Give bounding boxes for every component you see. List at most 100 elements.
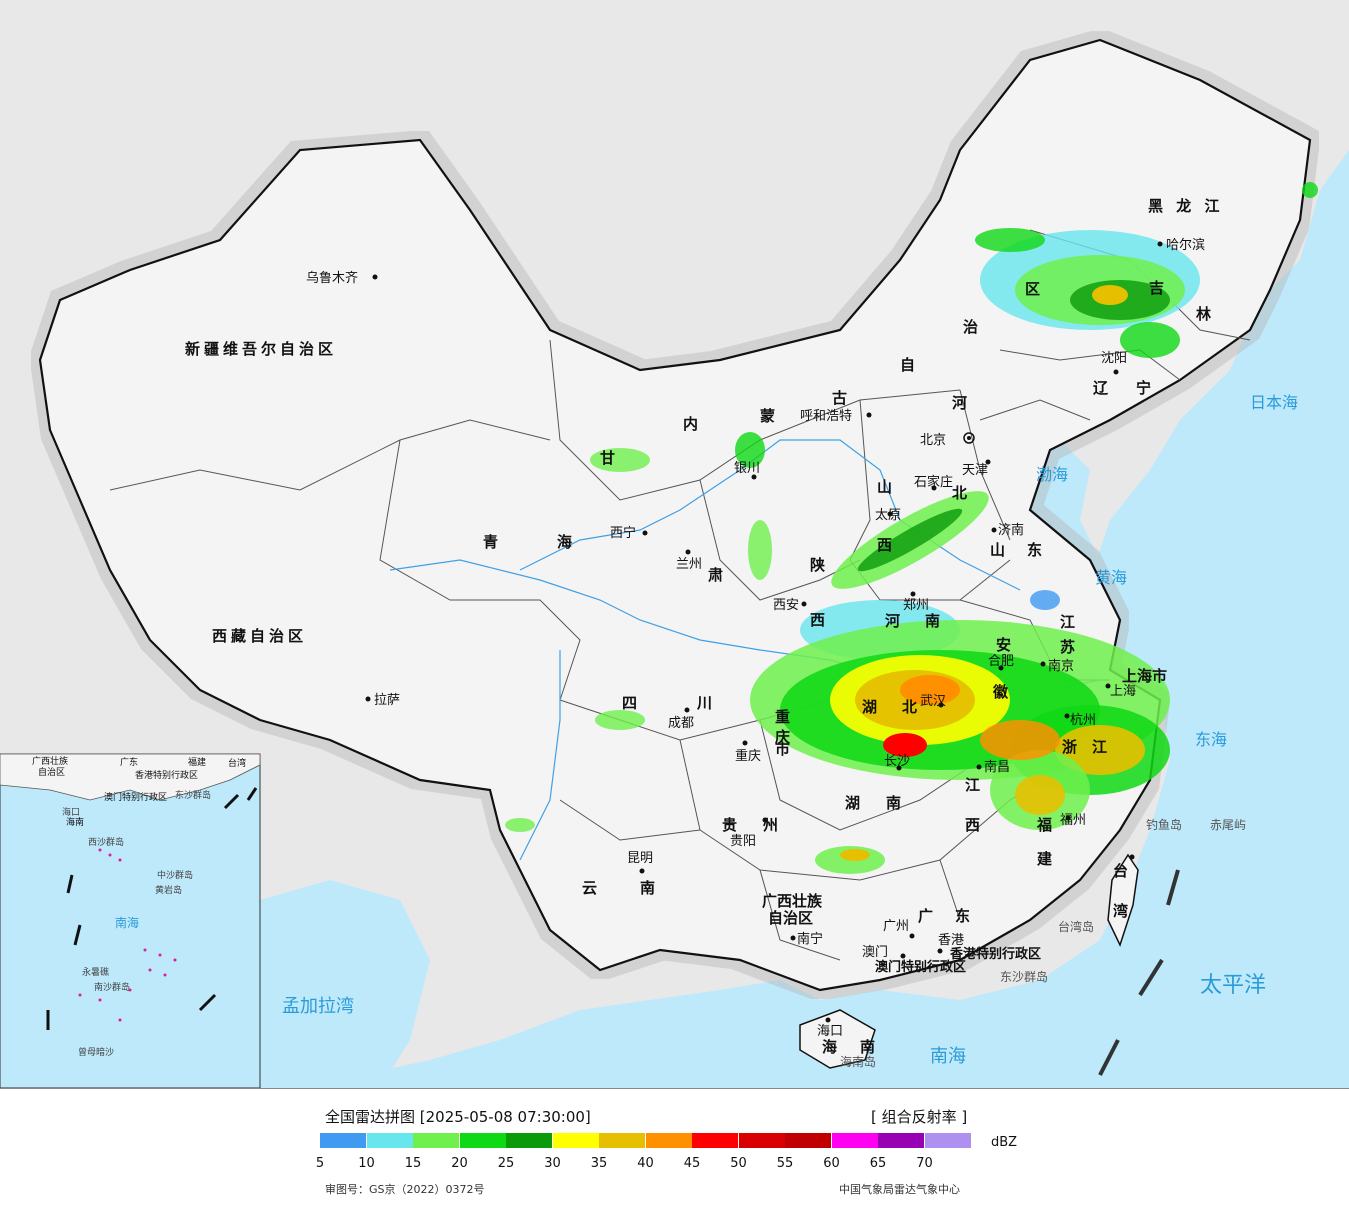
city-labels: 乌鲁木齐 哈尔滨 沈阳 呼和浩特 北京 天津 石家庄 太原 济南 西宁 兰州 银… bbox=[306, 237, 1205, 1039]
radar-map[interactable]: 日本海 渤海 黄海 东海 太平洋 南海 孟加拉湾 钓鱼岛 赤尾屿 台湾岛 东沙群… bbox=[0, 0, 1349, 1089]
svg-text:上海: 上海 bbox=[1110, 684, 1136, 699]
city-jinan: 济南 bbox=[991, 522, 1024, 538]
svg-text:昆明: 昆明 bbox=[627, 851, 653, 866]
tick-label: 55 bbox=[776, 1156, 794, 1171]
province-label: 海 bbox=[822, 1038, 837, 1056]
province-label: 蒙 bbox=[760, 407, 775, 425]
tick-label: 60 bbox=[823, 1156, 840, 1171]
province-label: 广 bbox=[918, 907, 933, 925]
island-labels: 钓鱼岛 赤尾屿 台湾岛 东沙群岛 海南岛 bbox=[840, 817, 1246, 1069]
svg-text:曾母暗沙: 曾母暗沙 bbox=[78, 1046, 114, 1058]
province-label: 南 bbox=[925, 612, 940, 630]
radar-echoes bbox=[505, 182, 1318, 874]
province-label: 西藏自治区 bbox=[212, 627, 307, 645]
svg-text:福建: 福建 bbox=[188, 756, 206, 768]
city-harbin: 哈尔滨 bbox=[1157, 237, 1205, 253]
svg-text:郑州: 郑州 bbox=[903, 598, 929, 613]
city-macau: 澳门 bbox=[862, 944, 906, 960]
province-label: 区 bbox=[1025, 280, 1040, 298]
city-hefei: 合肥 bbox=[988, 654, 1014, 671]
tick-label: 5 bbox=[315, 1156, 325, 1171]
tick-label: 65 bbox=[869, 1156, 887, 1171]
svg-text:北京: 北京 bbox=[920, 433, 946, 448]
province-label: 甘 bbox=[600, 449, 615, 467]
legend-panel: 全国雷达拼图 [2025-05-08 07:30:00] [ 组合反射率 ] 5… bbox=[0, 1088, 1349, 1209]
city-lanzhou: 兰州 bbox=[676, 549, 702, 572]
svg-text:拉萨: 拉萨 bbox=[374, 693, 400, 708]
svg-text:银川: 银川 bbox=[734, 461, 760, 476]
city-fuzhou: 福州 bbox=[1060, 813, 1086, 828]
svg-text:广东: 广东 bbox=[120, 756, 138, 768]
color-swatch bbox=[506, 1133, 552, 1148]
svg-text:天津: 天津 bbox=[962, 463, 988, 478]
tick-label: 45 bbox=[683, 1156, 701, 1171]
tick-label: 35 bbox=[590, 1156, 608, 1171]
province-label: 河 bbox=[885, 612, 900, 630]
city-kunming: 昆明 bbox=[627, 851, 653, 874]
island-label-taiwan: 台湾岛 bbox=[1058, 919, 1094, 934]
city-shenyang: 沈阳 bbox=[1101, 351, 1127, 375]
city-hangzhou: 杭州 bbox=[1064, 713, 1096, 728]
city-guangzhou: 广州 bbox=[883, 919, 915, 939]
sea-label-japan: 日本海 bbox=[1250, 393, 1298, 412]
tick-label: 70 bbox=[916, 1156, 933, 1171]
tick-label: 50 bbox=[730, 1156, 747, 1171]
city-nanchang: 南昌 bbox=[976, 759, 1010, 775]
color-swatch bbox=[366, 1133, 413, 1148]
province-label: 新疆维吾尔自治区 bbox=[185, 340, 337, 358]
province-label: 江 bbox=[1060, 613, 1075, 631]
svg-text:台湾: 台湾 bbox=[228, 757, 246, 769]
svg-text:贵阳: 贵阳 bbox=[730, 834, 756, 849]
province-label: 南 bbox=[886, 794, 901, 812]
sea-label-east: 东海 bbox=[1195, 730, 1227, 749]
svg-text:长沙: 长沙 bbox=[884, 754, 910, 769]
ocean bbox=[300, 150, 1349, 1088]
province-label: 山 bbox=[877, 478, 892, 496]
sea-label-bohai: 渤海 bbox=[1036, 465, 1068, 484]
province-label: 南 bbox=[860, 1038, 875, 1056]
svg-text:哈尔滨: 哈尔滨 bbox=[1166, 237, 1205, 253]
tick-label: 15 bbox=[404, 1156, 422, 1171]
svg-text:兰州: 兰州 bbox=[676, 557, 702, 572]
province-label: 湾 bbox=[1113, 902, 1128, 920]
province-label: 西 bbox=[810, 611, 825, 629]
svg-text:沈阳: 沈阳 bbox=[1101, 351, 1127, 366]
province-label: 广西壮族 bbox=[762, 892, 823, 910]
south-china-sea-inset: 广西壮族 自治区 广东 福建 台湾 香港特别行政区 澳门特别行政区 海南 东沙群… bbox=[0, 753, 261, 1089]
province-label: 湖 bbox=[862, 698, 877, 716]
city-hongkong: 香港 bbox=[937, 933, 964, 954]
province-label: 青 bbox=[483, 533, 498, 551]
tick-label: 20 bbox=[451, 1156, 468, 1171]
tick-label: 30 bbox=[544, 1156, 561, 1171]
province-label: 东 bbox=[955, 907, 970, 925]
city-taiyuan: 太原 bbox=[875, 508, 901, 523]
tick-label: 25 bbox=[497, 1156, 515, 1171]
city-xining: 西宁 bbox=[610, 525, 648, 541]
color-swatch bbox=[831, 1133, 878, 1148]
city-urumqi: 乌鲁木齐 bbox=[306, 270, 378, 286]
province-label: 江 bbox=[965, 776, 980, 794]
island-label-hainan: 海南岛 bbox=[840, 1054, 876, 1069]
city-chengdu: 成都 bbox=[668, 707, 694, 731]
svg-text:澳门: 澳门 bbox=[862, 944, 888, 960]
province-label: 江 bbox=[1092, 738, 1107, 756]
city-beijing: 北京 bbox=[920, 432, 975, 448]
svg-text:呼和浩特: 呼和浩特 bbox=[800, 409, 852, 424]
legend-product: [ 组合反射率 ] bbox=[871, 1108, 968, 1126]
island-label-chiwei: 赤尾屿 bbox=[1210, 818, 1246, 832]
svg-text:南昌: 南昌 bbox=[984, 759, 1010, 775]
city-tianjin: 天津 bbox=[962, 459, 991, 478]
province-label: 福 bbox=[1036, 816, 1052, 834]
svg-text:乌鲁木齐: 乌鲁木齐 bbox=[306, 270, 358, 286]
city-shanghai: 上海 bbox=[1105, 683, 1136, 699]
city-shijiazhuang: 石家庄 bbox=[914, 474, 953, 491]
color-swatch bbox=[785, 1133, 831, 1148]
province-label: 台 bbox=[1113, 862, 1128, 880]
province-label: 四 bbox=[622, 694, 637, 712]
province-label: 东 bbox=[1027, 541, 1042, 559]
svg-text:东沙群岛: 东沙群岛 bbox=[175, 789, 211, 801]
svg-text:广州: 广州 bbox=[883, 919, 909, 934]
hainan-island bbox=[799, 1009, 876, 1069]
province-label: 南 bbox=[640, 879, 655, 897]
city-chongqing: 重庆 bbox=[735, 740, 761, 764]
